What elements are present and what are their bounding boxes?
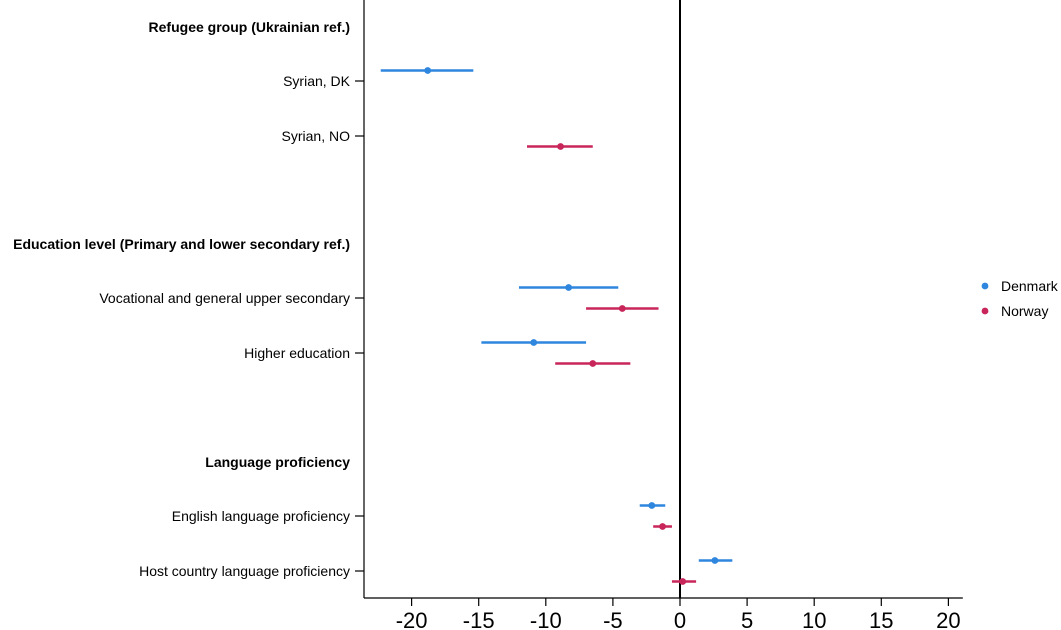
point-estimate-norway	[557, 143, 564, 150]
legend: Denmark Norway	[981, 278, 1059, 319]
x-tick-label: 0	[674, 608, 686, 630]
y-tick-label: Host country language proficiency	[139, 563, 350, 579]
point-estimate-denmark	[711, 557, 719, 564]
point-estimate-norway	[659, 523, 666, 530]
y-tick-label: English language proficiency	[172, 508, 350, 524]
y-axis: Refugee group (Ukrainian ref.) Syrian, DK…	[13, 0, 365, 598]
group-header-label: Education level (Primary and lower secon…	[13, 236, 350, 252]
x-tick-label: -20	[396, 608, 428, 630]
point-estimate-norway	[589, 360, 597, 367]
x-tick-label: 20	[936, 608, 960, 630]
legend-marker-norway	[981, 307, 989, 315]
x-tick-label: 15	[869, 608, 893, 630]
legend-marker-denmark	[981, 282, 989, 290]
point-estimates	[424, 67, 719, 585]
x-tick-label: 10	[802, 608, 826, 630]
point-estimate-denmark	[530, 339, 538, 346]
x-tick-label: -5	[603, 608, 623, 630]
y-tick-label: Higher education	[244, 345, 350, 361]
point-estimate-denmark	[565, 284, 573, 291]
point-estimate-norway	[618, 305, 626, 312]
x-tick-label: -10	[530, 608, 562, 630]
group-header-label: Refugee group (Ukrainian ref.)	[149, 19, 350, 35]
legend-label: Denmark	[1001, 278, 1059, 294]
y-tick-label: Syrian, DK	[283, 73, 351, 89]
y-tick-label: Syrian, NO	[282, 128, 351, 144]
x-tick-label: 5	[741, 608, 753, 630]
x-tick-label: -15	[463, 608, 495, 630]
point-estimate-denmark	[648, 502, 656, 509]
point-estimate-norway	[679, 578, 687, 585]
y-tick-label: Vocational and general upper secondary	[99, 290, 350, 306]
group-header-label: Language proficiency	[205, 454, 350, 470]
legend-label: Norway	[1001, 303, 1048, 319]
point-estimate-denmark	[424, 67, 432, 74]
x-axis: -20 -15 -10 -5 0 5 10 15 20	[364, 597, 963, 630]
